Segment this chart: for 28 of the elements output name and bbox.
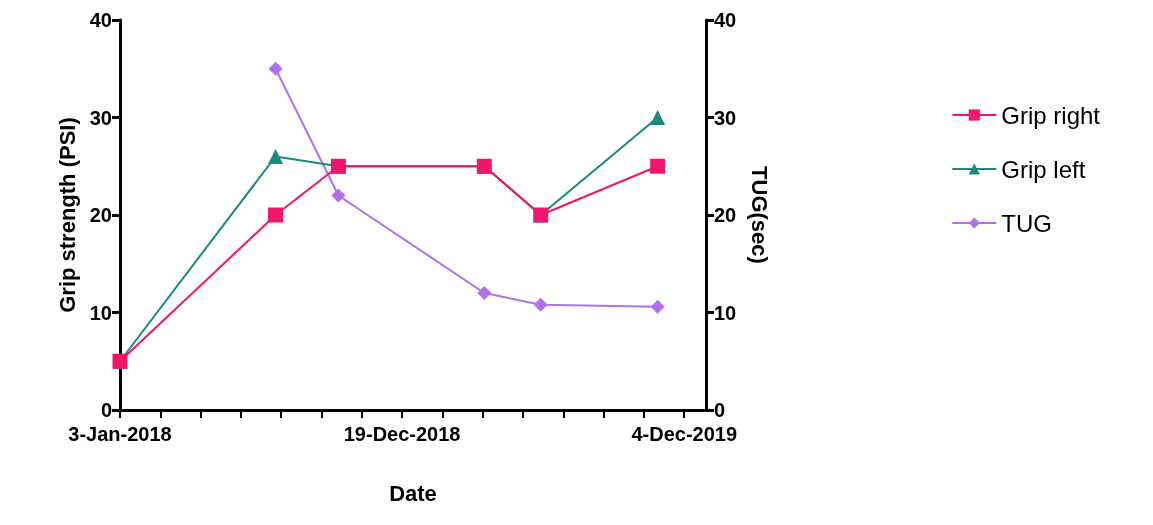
point	[331, 188, 346, 203]
y2-tick-label: 20	[714, 204, 737, 226]
point	[268, 61, 283, 76]
y-tick-label: 30	[89, 106, 112, 129]
y-tick-label: 0	[100, 399, 112, 421]
y2-tick-label: 40	[714, 9, 737, 31]
x-tick-label: 3-Jan-2018	[68, 423, 172, 445]
y-tick-label: 40	[89, 9, 112, 31]
legend-label: Grip left	[1001, 155, 1086, 183]
point	[477, 286, 492, 300]
legend-label: TUG	[1001, 209, 1052, 237]
y2-tick-label: 0	[714, 399, 726, 421]
point	[650, 110, 666, 125]
y-tick-label: 20	[89, 204, 112, 226]
y2-tick-label: 10	[714, 301, 737, 324]
x-tick-label: 4-Dec-2019	[631, 423, 738, 445]
y2-axis-title: TUG(sec)	[746, 166, 772, 264]
x-tick-label: 19-Dec-2018	[343, 423, 461, 445]
point	[268, 149, 284, 164]
point	[268, 207, 284, 223]
legend-label: Grip right	[1001, 101, 1101, 129]
point	[650, 299, 665, 314]
y-axis-title: Grip strength (PSI)	[54, 117, 80, 313]
point	[650, 158, 666, 174]
y-tick-label: 10	[89, 301, 112, 324]
x-axis-title: Date	[389, 480, 437, 506]
y2-tick-label: 30	[714, 106, 737, 129]
point	[533, 297, 548, 312]
